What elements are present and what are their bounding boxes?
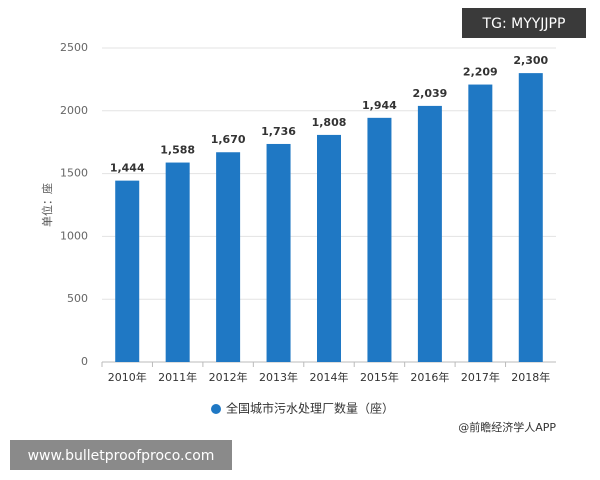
overlay-box — [462, 8, 586, 38]
legend-marker — [211, 404, 221, 414]
x-tick-label: 2018年 — [511, 370, 550, 384]
data-label: 1,808 — [312, 116, 347, 129]
y-tick-label: 1000 — [60, 229, 88, 242]
x-tick-label: 2014年 — [310, 370, 349, 384]
overlay-text: TG: MYYJJPP — [482, 16, 566, 32]
data-label: 1,444 — [110, 162, 145, 175]
overlay-text: www.bulletproofproco.com — [28, 448, 215, 464]
legend-label: 全国城市污水处理厂数量（座） — [226, 401, 394, 416]
bar — [468, 84, 493, 363]
x-tick-label: 2010年 — [108, 370, 147, 384]
x-tick-label: 2012年 — [209, 370, 248, 384]
data-label: 1,588 — [160, 144, 195, 157]
bar — [266, 143, 291, 362]
x-tick-label: 2015年 — [360, 370, 399, 384]
y-tick-label: 0 — [81, 355, 88, 368]
data-label: 2,300 — [513, 54, 548, 67]
y-tick-label: 2000 — [60, 104, 88, 117]
y-tick-label: 1500 — [60, 167, 88, 180]
data-label: 1,944 — [362, 99, 397, 112]
data-label: 2,209 — [463, 66, 498, 79]
x-tick-label: 2016年 — [410, 370, 449, 384]
x-tick-label: 2011年 — [158, 370, 197, 384]
y-tick-label: 500 — [67, 292, 88, 305]
bar — [317, 134, 341, 362]
source: @前瞻经济学人APP — [458, 420, 556, 434]
bar — [417, 105, 442, 362]
data-label: 2,039 — [412, 87, 447, 100]
bar — [165, 162, 190, 362]
y-tick-label: 2500 — [60, 41, 88, 54]
overlay-box — [10, 440, 232, 470]
bar — [216, 152, 241, 362]
bar — [518, 73, 543, 363]
x-tick-label: 2013年 — [259, 370, 298, 384]
data-label: 1,736 — [261, 125, 296, 138]
x-tick-label: 2017年 — [461, 370, 500, 384]
y-axis-label: 单位：座 — [40, 183, 54, 227]
bar — [367, 117, 392, 362]
bar — [115, 180, 140, 362]
data-label: 1,670 — [211, 133, 246, 146]
